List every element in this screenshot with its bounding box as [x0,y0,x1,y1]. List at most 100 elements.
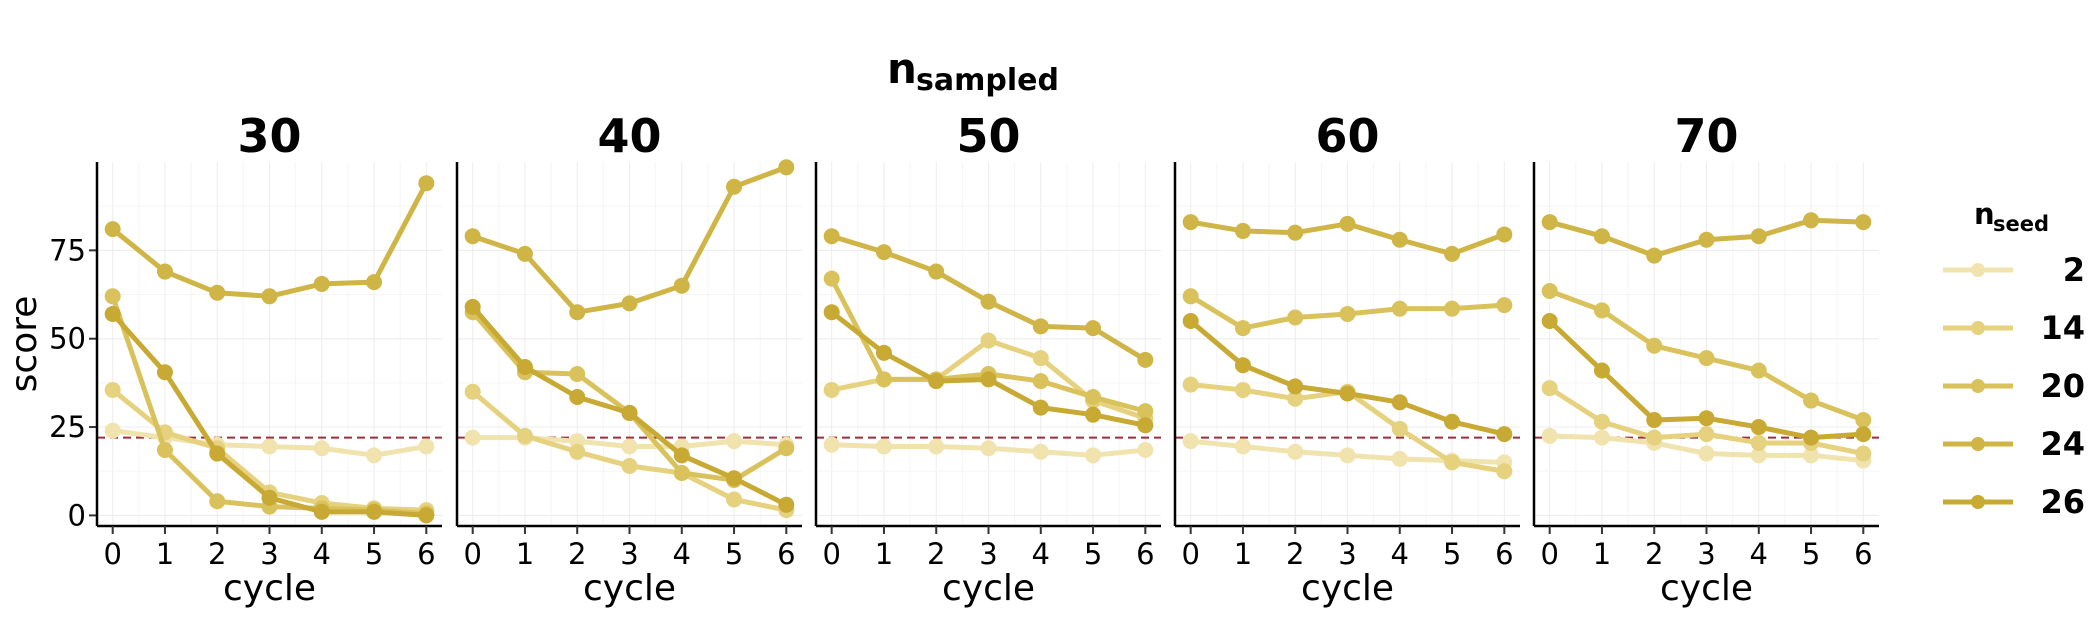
data-point [104,422,121,439]
data-point [1234,381,1251,398]
data-point [569,304,586,321]
data-point [1085,389,1102,406]
x-tick-label: 5 [1802,537,1820,571]
data-point [1085,320,1102,337]
x-tick-label: 5 [1084,537,1102,571]
y-tick-label: 25 [49,410,86,444]
legend-key-point [1971,495,1985,509]
legend-title-subscript: seed [1993,212,2049,236]
x-tick-label: 6 [1136,537,1154,571]
data-point [1137,403,1154,420]
panel-title: 30 [237,109,301,163]
data-point [1593,228,1610,245]
data-point [1391,394,1408,411]
x-tick-label: 3 [979,537,997,571]
data-point [1750,419,1767,436]
data-point [1137,351,1154,368]
data-point [1444,413,1461,430]
legend-key-point [1971,379,1985,393]
legend-label-14: 14 [2040,309,2085,347]
panel-40: 40 0 1 2 3 4 5 6 cycle [455,109,802,609]
data-point [1593,362,1610,379]
data-point [1698,426,1715,443]
data-point [418,507,435,524]
data-point [1287,309,1304,326]
data-point [1032,399,1049,416]
data-point [1234,320,1251,337]
data-point [261,288,278,305]
data-point [209,445,226,462]
data-point [1137,442,1154,459]
data-point [1339,447,1356,464]
x-tick-label: 0 [103,537,121,571]
data-point [1750,434,1767,451]
data-point [516,245,533,262]
data-point [516,358,533,375]
data-point [1032,350,1049,367]
data-point [726,178,743,195]
panel-30: 30 0 1 2 3 4 5 6 cycle [95,109,442,609]
data-point [261,438,278,455]
x-tick-label: 3 [260,537,278,571]
data-point [1182,433,1199,450]
x-axis-label: cycle [583,568,676,609]
data-point [1698,231,1715,248]
x-tick-label: 2 [1286,537,1304,571]
data-point [516,427,533,444]
data-point [1085,406,1102,423]
x-tick-label: 1 [1593,537,1611,571]
data-point [156,442,173,459]
data-point [1391,231,1408,248]
data-point [1234,438,1251,455]
data-point [1496,463,1513,480]
data-point [1234,222,1251,239]
legend-label-26: 26 [2040,483,2085,521]
data-point [980,440,997,457]
data-point [1750,362,1767,379]
legend-key-point [1971,263,1985,277]
data-point [418,175,435,192]
x-tick-label: 5 [725,537,743,571]
x-tick-label: 6 [777,537,795,571]
x-tick-label: 1 [875,537,893,571]
x-tick-label: 3 [1697,537,1715,571]
data-point [1032,373,1049,390]
facet-title: n [887,44,917,93]
data-point [1855,411,1872,428]
data-point [1444,300,1461,317]
data-point [823,304,840,321]
data-point [1593,302,1610,319]
data-point [823,381,840,398]
data-point [1541,427,1558,444]
data-point [726,433,743,450]
data-point [928,373,945,390]
x-tick-label: 1 [1234,537,1252,571]
x-tick-label: 6 [417,537,435,571]
panel-title: 60 [1315,109,1379,163]
x-tick-label: 1 [516,537,534,571]
data-point [823,270,840,287]
data-point [1855,214,1872,231]
legend-label-20: 20 [2040,367,2085,405]
data-point [156,364,173,381]
y-tick-label: 0 [68,498,86,532]
data-point [1698,350,1715,367]
data-point [1182,214,1199,231]
data-point [875,438,892,455]
data-point [1444,245,1461,262]
data-point [1339,305,1356,322]
data-point [569,389,586,406]
data-point [1593,413,1610,430]
data-point [1646,411,1663,428]
data-point [875,244,892,261]
x-tick-label: 4 [673,537,691,571]
data-point [1032,318,1049,335]
panel-70: 70 0 1 2 3 4 5 6 cycle [1532,109,1879,609]
x-tick-label: 2 [568,537,586,571]
data-point [569,366,586,383]
data-point [1182,313,1199,330]
data-point [1496,226,1513,243]
